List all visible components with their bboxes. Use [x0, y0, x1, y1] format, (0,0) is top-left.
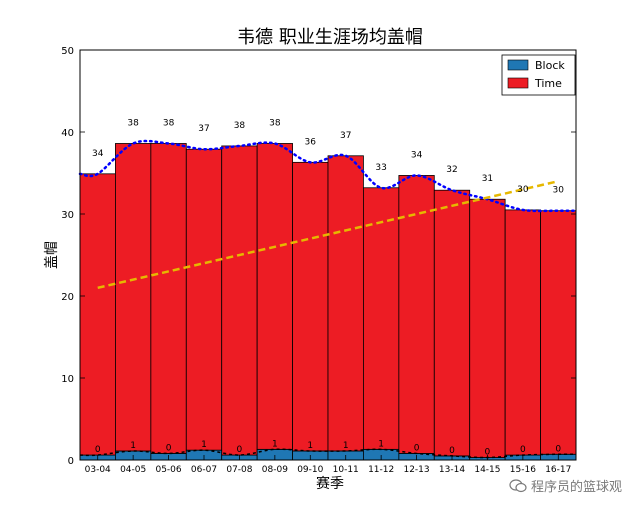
x-tick-label: 13-14	[439, 465, 465, 475]
bar-time	[292, 161, 329, 452]
data-label-block: 0	[449, 446, 455, 456]
data-label-block: 1	[201, 440, 207, 450]
data-label-time: 37	[340, 131, 351, 141]
data-label-block: 0	[414, 443, 420, 453]
x-tick-label: 05-06	[155, 465, 181, 475]
y-tick-label: 30	[61, 210, 74, 221]
data-label-block: 0	[237, 445, 243, 455]
data-label-time: 38	[127, 118, 139, 128]
y-tick-label: 10	[61, 374, 74, 385]
data-label-block: 1	[272, 439, 278, 449]
bar-time	[363, 187, 400, 450]
data-label-block: 1	[343, 441, 349, 451]
legend-label-time: Time	[534, 77, 562, 90]
data-label-time: 30	[553, 186, 565, 196]
data-label-block: 0	[520, 445, 526, 455]
data-label-time: 31	[482, 174, 493, 184]
legend: Block Time	[501, 54, 576, 96]
legend-swatch-block	[507, 59, 529, 71]
y-tick-label: 40	[61, 128, 74, 139]
bar-time	[221, 145, 258, 456]
data-label-time: 34	[411, 150, 423, 160]
watermark-text: 程序员的篮球观	[530, 480, 622, 495]
x-tick-label: 11-12	[368, 465, 394, 475]
data-label-time: 30	[517, 185, 529, 195]
data-label-block: 1	[130, 441, 136, 451]
x-tick-label: 07-08	[226, 465, 252, 475]
data-label-time: 38	[269, 118, 281, 128]
data-label-time: 37	[198, 124, 209, 134]
legend-swatch-time	[507, 77, 529, 89]
data-label-time: 32	[446, 165, 457, 175]
x-tick-label: 04-05	[120, 465, 146, 475]
x-tick-label: 10-11	[333, 465, 359, 475]
bar-time	[504, 209, 541, 456]
watermark: 程序员的篮球观	[509, 476, 622, 495]
data-label-block: 0	[485, 448, 491, 458]
bar-time	[327, 155, 364, 452]
x-tick-label: 09-10	[297, 465, 323, 475]
x-tick-label: 03-04	[85, 465, 111, 475]
x-tick-label: 15-16	[510, 465, 536, 475]
data-label-block: 1	[378, 439, 384, 449]
bar-time	[469, 198, 506, 458]
data-label-block: 0	[555, 444, 561, 454]
data-label-block: 0	[95, 445, 101, 455]
x-tick-label: 12-13	[403, 465, 429, 475]
wechat-icon	[509, 478, 527, 492]
bar-time	[115, 143, 152, 452]
data-label-time: 38	[234, 121, 246, 131]
data-label-time: 38	[163, 118, 175, 128]
x-tick-label: 08-09	[262, 465, 288, 475]
linear-trend-line	[97, 179, 559, 290]
y-tick-label: 50	[61, 46, 74, 57]
x-tick-label: 14-15	[474, 465, 500, 475]
x-axis-label: 赛季	[316, 476, 344, 492]
x-tick-label: 16-17	[545, 465, 571, 475]
bar-time	[150, 143, 187, 454]
data-label-time: 34	[92, 149, 104, 159]
y-tick-label: 0	[68, 456, 74, 467]
data-label-block: 1	[307, 441, 313, 451]
data-label-time: 33	[375, 163, 386, 173]
plot-frame	[79, 49, 577, 461]
chart-title: 韦德 职业生涯场均盖帽	[237, 27, 423, 48]
bar-time	[433, 189, 471, 457]
y-axis-label: 盖帽	[44, 241, 60, 269]
bar-time	[185, 148, 223, 451]
x-tick-label: 06-07	[191, 465, 217, 475]
y-tick-label: 20	[61, 292, 74, 303]
data-label-block: 0	[166, 443, 172, 453]
legend-label-block: Block	[535, 59, 565, 72]
block-smooth-line	[79, 448, 577, 459]
data-label-time: 36	[305, 137, 317, 147]
bar-time	[540, 210, 577, 455]
bar-time	[256, 143, 293, 450]
time-smooth-line	[78, 139, 578, 213]
bar-time	[79, 173, 116, 456]
